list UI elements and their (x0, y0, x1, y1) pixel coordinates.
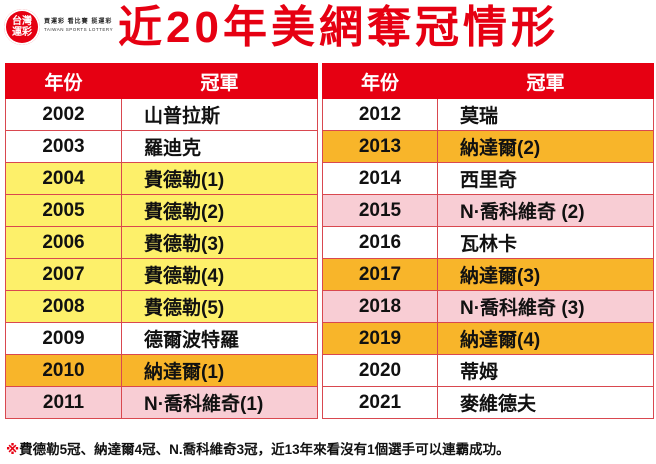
table-row: 2020 蒂姆 (322, 354, 654, 387)
table-row: 2007 費德勒(4) (5, 258, 318, 291)
champion-cell: 納達爾(2) (437, 130, 654, 163)
champion-cell: 納達爾(1) (121, 354, 318, 387)
champion-cell: 麥維德夫 (437, 386, 654, 419)
table-row: 2002 山普拉斯 (5, 98, 318, 131)
champion-cell: 費德勒(2) (121, 194, 318, 227)
table-row: 2017 納達爾(3) (322, 258, 654, 291)
table-row: 2014 西里奇 (322, 162, 654, 195)
champion-cell: 德爾波特羅 (121, 322, 318, 355)
champion-cell: 蒂姆 (437, 354, 654, 387)
logo-line1: 台灣 (12, 16, 32, 27)
footnote: ※費德勒5冠、納達爾4冠、N.喬科維奇3冠，近13年來看沒有1個選手可以連霸成功… (6, 438, 510, 458)
table-row: 2003 羅迪克 (5, 130, 318, 163)
year-cell: 2008 (5, 290, 122, 323)
table-row: 2019 納達爾(4) (322, 322, 654, 355)
logo-line2: 運彩 (12, 27, 32, 38)
year-cell: 2019 (322, 322, 438, 355)
year-cell: 2009 (5, 322, 122, 355)
champion-cell: 瓦林卡 (437, 226, 654, 259)
table-row: 2015 N·喬科維奇 (2) (322, 194, 654, 227)
page-title: 近20年美網奪冠情形 (118, 3, 559, 52)
champion-cell: 納達爾(3) (437, 258, 654, 291)
table-row: 2018 N·喬科維奇 (3) (322, 290, 654, 323)
year-cell: 2003 (5, 130, 122, 163)
table-row: 2011 N·喬科維奇(1) (5, 386, 318, 419)
champion-cell: N·喬科維奇 (2) (437, 194, 654, 227)
year-cell: 2005 (5, 194, 122, 227)
champion-cell: 費德勒(3) (121, 226, 318, 259)
table-row: 2016 瓦林卡 (322, 226, 654, 259)
year-cell: 2007 (5, 258, 122, 291)
table-row: 2004 費德勒(1) (5, 162, 318, 195)
table-row: 2009 德爾波特羅 (5, 322, 318, 355)
year-cell: 2015 (322, 194, 438, 227)
champions-table-right: 年份 冠軍 2012 莫瑞 2013 納達爾(2) 2014 西里奇 2015 N·喬科維奇 … (322, 63, 654, 419)
champions-table-left: 年份 冠軍 2002 山普拉斯 2003 羅迪克 2004 費德勒(1) 2005 費德勒(2… (5, 63, 318, 419)
year-cell: 2021 (322, 386, 438, 419)
year-cell: 2018 (322, 290, 438, 323)
tagline-en: TAIWAN SPORTS LOTTERY (44, 27, 114, 32)
champion-cell: 羅迪克 (121, 130, 318, 163)
year-cell: 2011 (5, 386, 122, 419)
table-row: 2008 費德勒(5) (5, 290, 318, 323)
year-cell: 2017 (322, 258, 438, 291)
taiwan-sports-lottery-logo: 台灣 運彩 (4, 9, 40, 45)
champion-cell: 費德勒(1) (121, 162, 318, 195)
year-cell: 2012 (322, 98, 438, 131)
table-header: 年份 冠軍 (5, 63, 318, 99)
tagline-zh: 買運彩 看比賽 挺運彩 (44, 19, 113, 25)
year-cell: 2010 (5, 354, 122, 387)
table-header: 年份 冠軍 (322, 63, 654, 99)
champion-cell: N·喬科維奇 (3) (437, 290, 654, 323)
brand-tagline: 買運彩 看比賽 挺運彩 TAIWAN SPORTS LOTTERY (44, 16, 113, 32)
champion-cell: 山普拉斯 (121, 98, 318, 131)
footnote-text: 費德勒5冠、納達爾4冠、N.喬科維奇3冠，近13年來看沒有1個選手可以連霸成功。 (19, 442, 510, 457)
champion-cell: 莫瑞 (437, 98, 654, 131)
year-cell: 2002 (5, 98, 122, 131)
table-row: 2013 納達爾(2) (322, 130, 654, 163)
champion-cell: 費德勒(5) (121, 290, 318, 323)
table-row: 2012 莫瑞 (322, 98, 654, 131)
year-cell: 2006 (5, 226, 122, 259)
champion-cell: 西里奇 (437, 162, 654, 195)
year-cell: 2004 (5, 162, 122, 195)
header-year: 年份 (322, 63, 438, 99)
champion-cell: 費德勒(4) (121, 258, 318, 291)
year-cell: 2014 (322, 162, 438, 195)
table-row: 2010 納達爾(1) (5, 354, 318, 387)
header-year: 年份 (5, 63, 122, 99)
champion-cell: N·喬科維奇(1) (121, 386, 318, 419)
year-cell: 2020 (322, 354, 438, 387)
year-cell: 2016 (322, 226, 438, 259)
header-champion: 冠軍 (121, 63, 318, 99)
table-row: 2021 麥維德夫 (322, 386, 654, 419)
year-cell: 2013 (322, 130, 438, 163)
header-champion: 冠軍 (437, 63, 654, 99)
reference-mark-icon: ※ (6, 442, 20, 457)
table-row: 2005 費德勒(2) (5, 194, 318, 227)
champion-cell: 納達爾(4) (437, 322, 654, 355)
table-row: 2006 費德勒(3) (5, 226, 318, 259)
